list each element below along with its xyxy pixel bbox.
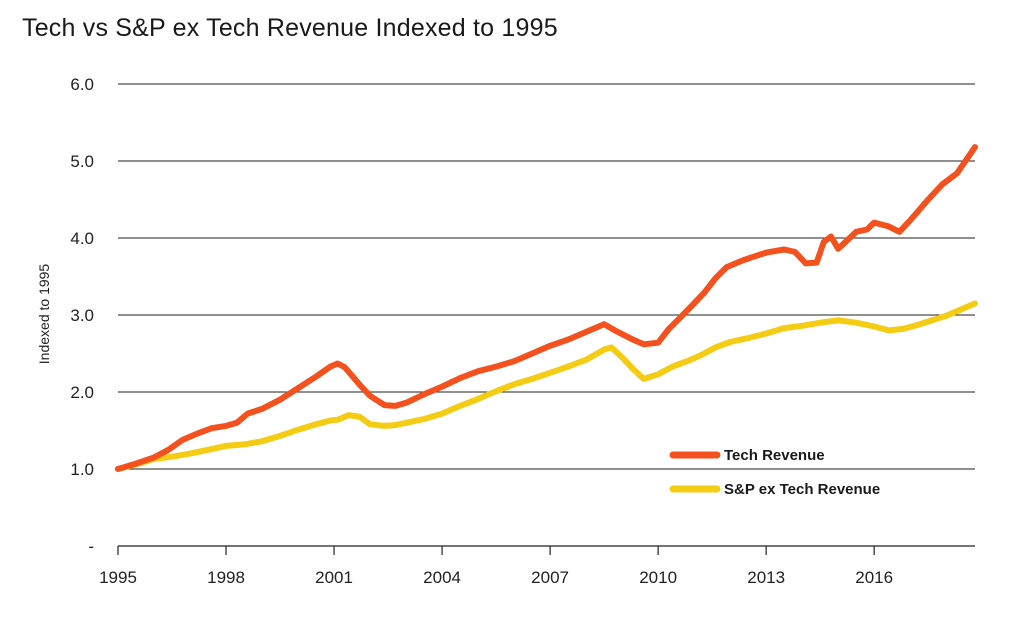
x-tick-label: 1998 — [207, 568, 245, 587]
y-tick-label: 3.0 — [70, 306, 94, 325]
x-tick-label: 2013 — [747, 568, 785, 587]
y-tick-label: 4.0 — [70, 229, 94, 248]
legend-label-tech-revenue: Tech Revenue — [724, 447, 825, 464]
y-tick-label: 2.0 — [70, 383, 94, 402]
x-tick-label: 2001 — [315, 568, 353, 587]
x-axis: 1995 1998 2001 2004 2007 2010 2013 2016 — [99, 546, 893, 587]
gridlines — [118, 83, 975, 470]
series-line-tech-revenue — [115, 144, 978, 472]
x-tick-label: 2007 — [531, 568, 569, 587]
x-tick-label: 2010 — [639, 568, 677, 587]
x-tick-label: 2004 — [423, 568, 461, 587]
chart-title: Tech vs S&P ex Tech Revenue Indexed to 1… — [22, 14, 558, 42]
x-tick-label: 1995 — [99, 568, 137, 587]
y-tick-label: 6.0 — [70, 75, 94, 94]
y-axis-label: Indexed to 1995 — [36, 264, 52, 365]
x-tick-label: 2016 — [855, 568, 893, 587]
y-tick-label: 5.0 — [70, 152, 94, 171]
y-axis: - 1.0 2.0 3.0 4.0 5.0 6.0 — [70, 75, 94, 556]
legend: Tech Revenue S&P ex Tech Revenue — [669, 447, 880, 498]
series-lines — [115, 144, 978, 472]
y-tick-label: 1.0 — [70, 460, 94, 479]
series-line-sp-ex-tech-revenue — [115, 300, 978, 472]
y-tick-label: - — [88, 537, 94, 556]
legend-label-sp-ex-tech-revenue: S&P ex Tech Revenue — [724, 481, 880, 498]
